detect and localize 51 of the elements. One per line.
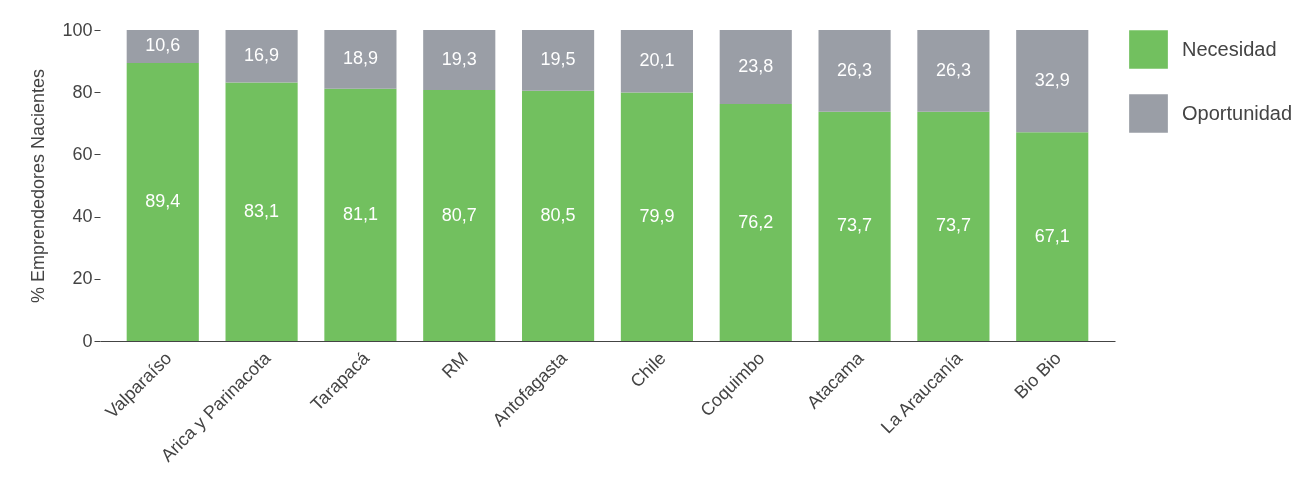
bar [522, 90, 595, 341]
y-tick-label: 100 [62, 19, 93, 40]
data-label: 18,9 [342, 48, 378, 69]
data-label: 76,2 [738, 211, 774, 232]
y-axis-title: % Emprendedores Nacientes [28, 68, 49, 304]
y-tick-label: 20 [72, 268, 93, 289]
y-tick-label: 40 [72, 206, 93, 227]
data-label: 26,3 [935, 59, 971, 80]
data-label: 89,4 [145, 190, 181, 211]
data-label: 16,9 [244, 45, 280, 66]
bar [719, 104, 792, 341]
y-tick-label: 80 [72, 81, 93, 102]
bar [1016, 30, 1089, 133]
data-label: 20,1 [639, 50, 675, 71]
data-label: 79,9 [639, 205, 675, 226]
data-label: 80,5 [540, 204, 576, 225]
bar [719, 30, 792, 105]
data-label: 19,3 [441, 49, 477, 70]
data-label: 81,1 [342, 203, 378, 224]
data-label: 23,8 [738, 56, 774, 77]
bar [818, 111, 891, 341]
data-label: 73,7 [837, 215, 873, 236]
bar [225, 30, 298, 83]
bar [225, 82, 298, 341]
data-label: 10,6 [145, 35, 181, 56]
bar [324, 30, 397, 89]
data-label: 67,1 [1034, 225, 1070, 246]
data-label: 26,3 [837, 59, 873, 80]
bar [324, 88, 397, 341]
bar [917, 111, 990, 341]
x-tick-label: Bio Bio [1010, 348, 1065, 403]
legend-label: Oportunidad [1182, 101, 1293, 124]
y-tick-label: 0 [82, 330, 93, 351]
bar [917, 30, 990, 112]
bar [126, 30, 199, 63]
bar [423, 30, 496, 91]
bar [620, 92, 693, 341]
bar [620, 30, 693, 93]
bar [818, 30, 891, 112]
y-tick-label: 60 [72, 143, 93, 164]
data-label: 19,5 [540, 49, 576, 70]
data-label: 32,9 [1034, 70, 1070, 91]
x-tick-label: RM [438, 348, 472, 383]
bar [522, 30, 595, 91]
data-label: 83,1 [244, 200, 280, 221]
bar [423, 90, 496, 341]
data-label: 73,7 [935, 215, 971, 236]
data-label: 80,7 [441, 204, 477, 225]
bar [126, 62, 199, 341]
bar [1016, 132, 1089, 341]
legend-label: Necesidad [1182, 37, 1277, 60]
